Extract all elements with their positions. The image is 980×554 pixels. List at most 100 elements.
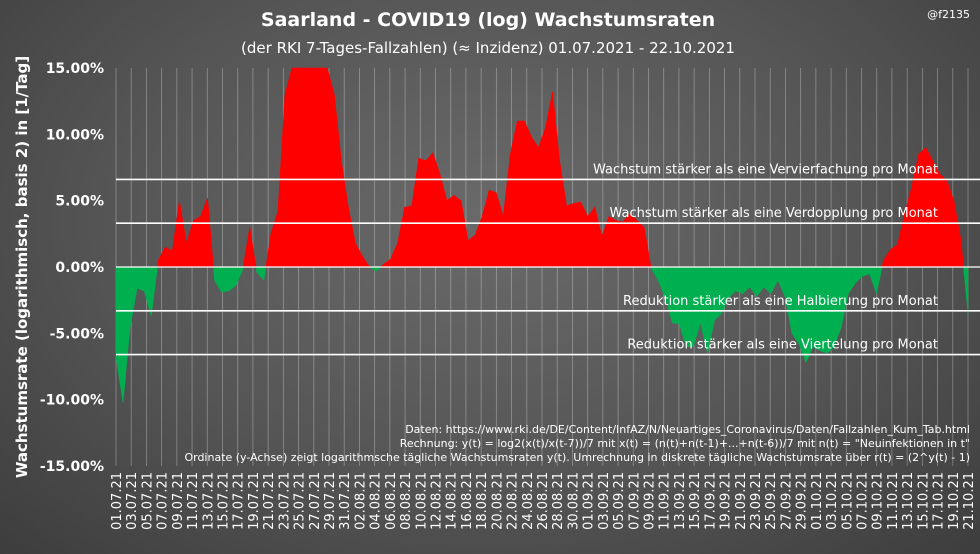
x-tick-label: 15.10.21 bbox=[916, 472, 931, 530]
area-segment bbox=[756, 266, 765, 298]
y-tick-label: -5.00% bbox=[50, 326, 104, 342]
area-segment bbox=[770, 266, 779, 294]
annotations: Daten: https://www.rki.de/DE/Content/Inf… bbox=[184, 423, 970, 464]
reference-line-label: Wachstum stärker als eine Verdopplung pr… bbox=[609, 206, 938, 221]
y-axis-ticks: -15.00% -10.00% -5.00% 0.00% 5.00% 10.00% 15.0… bbox=[40, 61, 104, 475]
x-tick-label: 27.09.21 bbox=[779, 472, 794, 530]
area-segment bbox=[467, 234, 476, 268]
area-segment bbox=[115, 266, 124, 403]
area-segment bbox=[284, 67, 293, 268]
area-segment bbox=[235, 266, 244, 286]
x-tick-label: 29.07.21 bbox=[323, 472, 338, 530]
x-tick-label: 02.08.21 bbox=[353, 472, 368, 530]
area-segment bbox=[777, 266, 786, 297]
x-tick-label: 05.10.21 bbox=[840, 472, 855, 530]
y-tick-label: 5.00% bbox=[55, 194, 104, 210]
area-segment bbox=[742, 266, 751, 295]
area-segment bbox=[869, 266, 877, 294]
area-segment bbox=[221, 266, 229, 293]
area-segment bbox=[411, 158, 420, 268]
reference-line-label: Reduktion stärker als eine Viertelung pr… bbox=[627, 338, 938, 353]
area-segment bbox=[164, 246, 173, 268]
data-area bbox=[115, 67, 969, 403]
x-tick-label: 05.07.21 bbox=[140, 472, 155, 530]
x-axis-ticks: 01.07.21 03.07.21 05.07.21 07.07.21 09.07.21… bbox=[110, 472, 977, 530]
x-tick-label: 09.07.21 bbox=[171, 472, 186, 530]
x-tick-label: 09.10.21 bbox=[871, 472, 886, 530]
x-tick-label: 25.09.21 bbox=[764, 472, 779, 530]
area-segment bbox=[439, 174, 448, 268]
x-tick-label: 25.07.21 bbox=[293, 472, 308, 530]
area-segment bbox=[524, 120, 532, 268]
annotation-line: Ordinate (y-Achse) zeigt logarithmsche t… bbox=[184, 451, 970, 464]
y-tick-label: -10.00% bbox=[40, 393, 104, 409]
x-tick-label: 14.08.21 bbox=[445, 472, 460, 530]
x-tick-label: 13.10.21 bbox=[901, 472, 916, 530]
area-segment bbox=[735, 266, 743, 294]
x-tick-label: 07.07.21 bbox=[156, 472, 171, 530]
area-segment bbox=[186, 220, 194, 268]
area-segment bbox=[517, 120, 525, 268]
area-segment bbox=[876, 266, 883, 294]
area-segment bbox=[390, 242, 398, 268]
chart-title: Saarland - COVID19 (log) Wachstumsraten bbox=[261, 9, 715, 31]
x-tick-label: 07.09.21 bbox=[627, 472, 642, 530]
x-tick-label: 21.07.21 bbox=[262, 472, 277, 530]
area-segment bbox=[963, 266, 969, 314]
x-tick-label: 01.07.21 bbox=[110, 472, 125, 530]
area-segment bbox=[502, 154, 511, 268]
area-segment bbox=[291, 67, 300, 268]
area-segment bbox=[636, 219, 645, 268]
area-segment bbox=[270, 211, 279, 268]
area-segment bbox=[460, 200, 469, 268]
area-segment bbox=[193, 216, 201, 268]
area-segment bbox=[355, 242, 363, 268]
area-segment bbox=[580, 201, 589, 268]
area-segment bbox=[643, 227, 652, 268]
x-tick-label: 29.09.21 bbox=[795, 472, 810, 530]
x-tick-label: 12.08.21 bbox=[430, 472, 445, 530]
x-tick-label: 03.09.21 bbox=[597, 472, 612, 530]
x-tick-label: 16.08.21 bbox=[460, 472, 475, 530]
x-tick-label: 06.08.21 bbox=[384, 472, 399, 530]
area-segment bbox=[122, 266, 131, 403]
area-segment bbox=[263, 266, 267, 281]
area-segment bbox=[566, 202, 574, 268]
area-segment bbox=[587, 206, 596, 268]
x-tick-label: 15.09.21 bbox=[688, 472, 703, 530]
x-tick-label: 23.07.21 bbox=[277, 472, 292, 530]
area-segment bbox=[474, 216, 483, 268]
x-tick-label: 17.07.21 bbox=[232, 472, 247, 530]
annotation-line: Rechnung: y(t) = log2(x(t)/x(t-7))/7 mit… bbox=[400, 437, 970, 450]
x-tick-label: 03.07.21 bbox=[125, 472, 140, 530]
area-segment bbox=[207, 197, 214, 268]
area-segment bbox=[305, 67, 314, 268]
area-segment bbox=[242, 227, 251, 268]
chart-subtitle: (der RKI 7-Tages-Fallzahlen) (≈ Inzidenz… bbox=[241, 39, 735, 57]
area-segment bbox=[432, 152, 441, 268]
area-segment bbox=[615, 220, 624, 268]
reference-line-label: Wachstum stärker als eine Vervierfachung… bbox=[593, 162, 938, 177]
x-tick-label: 11.09.21 bbox=[658, 472, 673, 530]
area-segment bbox=[150, 266, 158, 317]
area-segment bbox=[298, 67, 307, 268]
x-tick-label: 08.08.21 bbox=[399, 472, 414, 530]
x-tick-label: 21.10.21 bbox=[962, 472, 977, 530]
x-tick-label: 11.07.21 bbox=[186, 472, 201, 530]
area-segment bbox=[333, 94, 342, 268]
area-segment bbox=[404, 205, 413, 268]
author-handle: @f2135 bbox=[927, 8, 970, 21]
area-segment bbox=[749, 266, 758, 298]
annotation-line: Daten: https://www.rki.de/DE/Content/Inf… bbox=[405, 423, 970, 436]
area-segment bbox=[214, 266, 222, 294]
x-tick-label: 07.10.21 bbox=[856, 472, 871, 530]
reference-lines: Wachstum stärker als eine Vervierfachung… bbox=[116, 162, 980, 356]
area-segment bbox=[862, 266, 870, 277]
area-segment bbox=[228, 266, 237, 292]
x-tick-label: 30.08.21 bbox=[566, 472, 581, 530]
area-segment bbox=[425, 152, 434, 268]
area-segment bbox=[453, 194, 462, 268]
y-tick-label: 15.00% bbox=[46, 61, 104, 77]
x-tick-label: 04.08.21 bbox=[369, 472, 384, 530]
y-tick-label: -15.00% bbox=[40, 459, 104, 475]
